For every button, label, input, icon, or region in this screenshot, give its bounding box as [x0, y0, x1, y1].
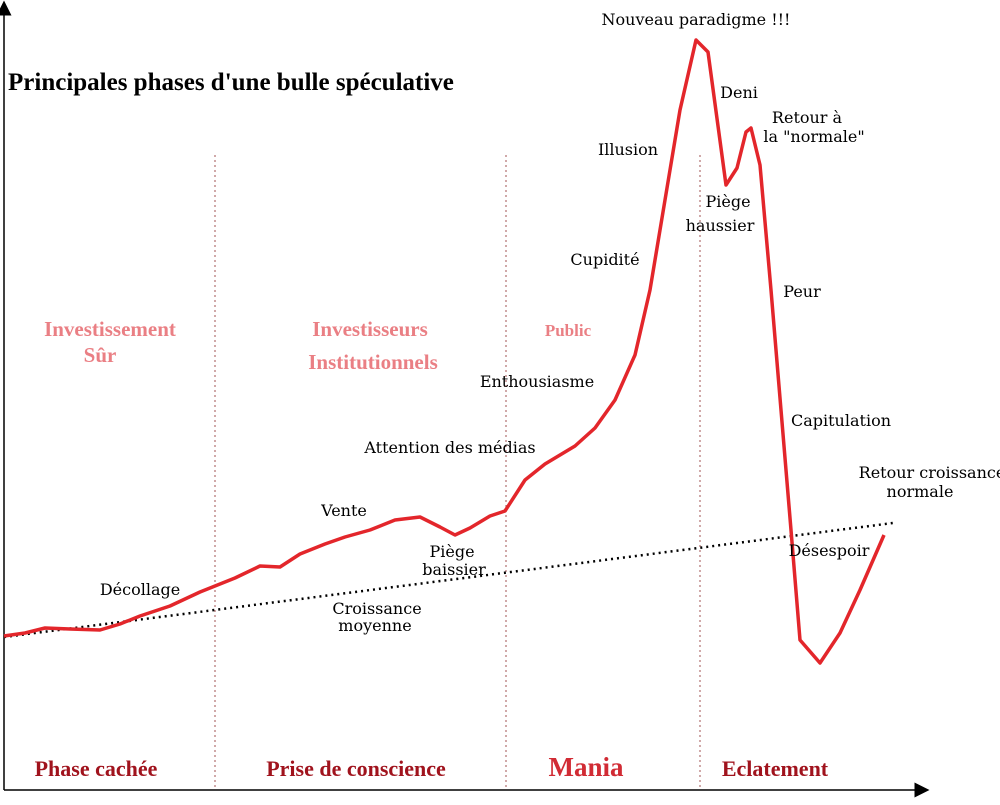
- annotation-attention-medias: Attention des médias: [363, 438, 535, 457]
- annotation-deni: Deni: [720, 83, 758, 102]
- actor-public: Public: [545, 321, 592, 340]
- bubble-price-curve: [3, 38, 886, 665]
- annotation-piege-haussier-line2: haussier: [686, 216, 755, 235]
- annotation-nouveau-paradigme: Nouveau paradigme !!!: [602, 10, 791, 29]
- annotation-enthousiasme: Enthousiasme: [480, 372, 594, 391]
- actor-investissement-sur-line2: Sûr: [84, 343, 117, 367]
- annotation-illusion: Illusion: [598, 140, 658, 159]
- annotation-croissance-moyenne-line2: moyenne: [338, 616, 411, 635]
- annotation-piege-baissier-line2: baissier: [422, 560, 486, 579]
- phase-label-eclatement: Eclatement: [722, 756, 829, 781]
- phase-label-mania: Mania: [548, 752, 624, 782]
- annotation-piege-baissier-line1: Piège: [429, 542, 474, 561]
- annotation-croissance-moyenne-line1: Croissance: [332, 599, 421, 618]
- actor-investisseurs-institutionnels-line2: Institutionnels: [308, 350, 438, 374]
- annotation-capitulation: Capitulation: [791, 411, 891, 430]
- annotation-retour-croissance-line2: normale: [887, 482, 954, 501]
- annotation-cupidite: Cupidité: [570, 250, 639, 269]
- annotation-decollage: Décollage: [100, 580, 180, 599]
- actor-investisseurs-institutionnels-line1: Investisseurs: [312, 317, 428, 341]
- phase-label-phase-cachee: Phase cachée: [35, 756, 158, 781]
- annotation-retour-croissance-line1: Retour croissance: [859, 463, 1000, 482]
- annotation-piege-haussier-line1: Piège: [705, 192, 750, 211]
- phase-label-prise-de-conscience: Prise de conscience: [266, 756, 446, 781]
- annotation-retour-normale-line1: Retour à: [772, 108, 843, 127]
- annotation-peur: Peur: [783, 282, 821, 301]
- annotation-desespoir: Désespoir: [789, 541, 870, 560]
- actor-investissement-sur-line1: Investissement: [44, 317, 176, 341]
- annotation-vente: Vente: [320, 501, 367, 520]
- diagram-title: Principales phases d'une bulle spéculati…: [8, 69, 454, 96]
- annotation-retour-normale-line2: la "normale": [763, 127, 864, 146]
